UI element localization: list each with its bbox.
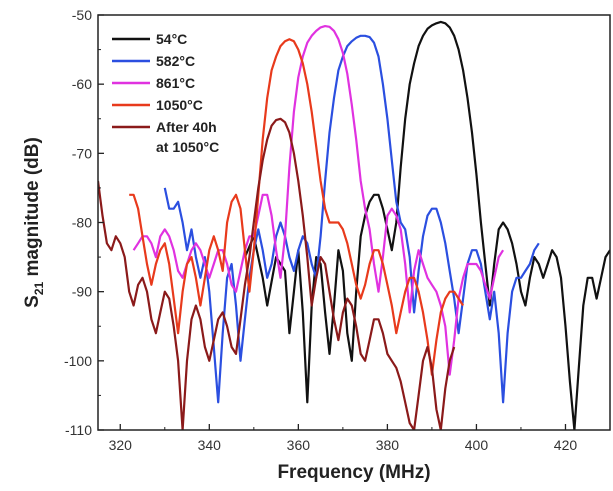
x-axis-title: Frequency (MHz) <box>277 462 430 483</box>
series-line-5 <box>98 117 456 430</box>
x-tick-label: 320 <box>109 437 133 453</box>
y-tick-label: -70 <box>72 145 92 161</box>
legend: 54°C 582°C 861°C 1050°C After 40h at 1050°C <box>112 31 219 155</box>
legend-label-5: After 40h <box>156 119 217 135</box>
y-tick-label: -60 <box>72 76 92 92</box>
axes-layer: 320 340 360 380 400 420 -50 -60 -70 -80 -90 -100 -11… <box>64 7 611 453</box>
legend-label-3: 861°C <box>156 75 195 91</box>
y-tick-label: -50 <box>72 7 92 23</box>
y-axis-title-main: S <box>22 295 43 308</box>
x-tick-label: 380 <box>376 437 400 453</box>
series-line-1 <box>243 20 610 430</box>
y-tick-label: -100 <box>64 353 92 369</box>
x-tick-label: 340 <box>198 437 222 453</box>
legend-label-5: at 1050°C <box>156 139 219 155</box>
x-tick-label: 420 <box>554 437 578 453</box>
series-line-2 <box>163 34 540 404</box>
x-tick-label: 400 <box>465 437 489 453</box>
legend-label-1: 54°C <box>156 31 187 47</box>
x-tick-label: 360 <box>287 437 311 453</box>
legend-label-2: 582°C <box>156 53 195 69</box>
y-axis-title-rest: magnitude (dB) <box>22 137 43 282</box>
series-line-4 <box>129 38 465 376</box>
y-tick-label: -110 <box>65 422 92 438</box>
y-tick-label: -80 <box>72 215 92 231</box>
y-tick-label: -90 <box>72 284 92 300</box>
y-axis-title-subscript: 21 <box>32 281 46 295</box>
y-axis-title: S21 magnitude (dB) <box>22 137 46 308</box>
legend-label-4: 1050°C <box>156 97 203 113</box>
series-layer <box>98 20 610 430</box>
